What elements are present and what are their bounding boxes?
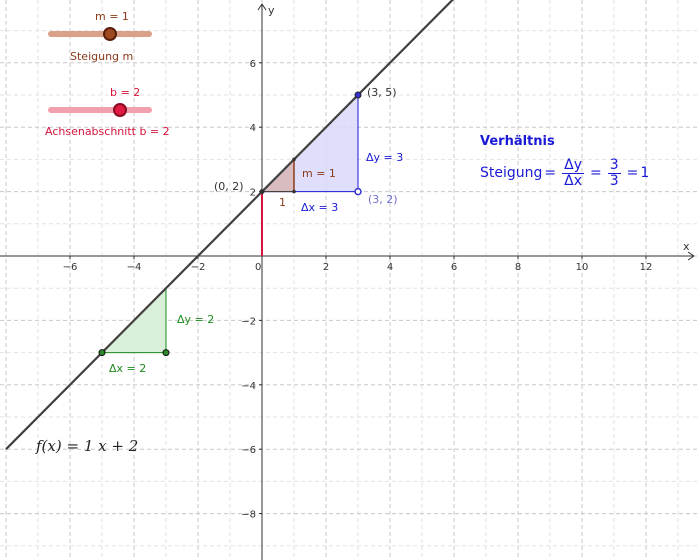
- slider-m-value-label: m = 1: [95, 10, 129, 23]
- label-brown-m: m = 1: [302, 167, 336, 180]
- x-tick-label: −2: [191, 262, 206, 273]
- slider-m-knob[interactable]: [103, 27, 117, 41]
- function-line[interactable]: [5, 0, 460, 450]
- ratio-prefix: Steigung: [480, 165, 543, 182]
- equals-sign: =: [590, 165, 602, 182]
- y-tick-label: 4: [250, 123, 256, 134]
- x-tick-label: −4: [127, 262, 142, 273]
- value-fraction: 3 3: [607, 157, 621, 189]
- x-tick-label: 8: [515, 262, 521, 273]
- label-green-delta-x: Δx = 2: [109, 362, 146, 375]
- label-point-0-2: (0, 2): [214, 180, 244, 193]
- y-tick-label: −6: [241, 445, 256, 456]
- point-3-5[interactable]: [354, 91, 362, 99]
- y-tick-label: −2: [241, 316, 256, 327]
- fraction-den: 3: [609, 172, 619, 189]
- slider-m-caption: Steigung m: [70, 50, 134, 63]
- tick-labels: x y −6 −4 −2 0 2 4 6 8 10 12 6 4 2 −2 −4 −6 −8: [63, 4, 690, 521]
- ratio-title: Verhältnis: [480, 134, 555, 149]
- y-axis-label: y: [268, 4, 275, 17]
- slope-ratio-equation: Steigung = Δy Δx = 3 3 = 1: [480, 158, 649, 188]
- x-tick-label: 0: [255, 262, 261, 273]
- point-3-2[interactable]: [354, 187, 362, 196]
- x-tick-label: 2: [323, 262, 329, 273]
- ratio-result: 1: [640, 165, 650, 182]
- points[interactable]: [98, 91, 362, 357]
- point-intercept[interactable]: [259, 189, 265, 195]
- x-axis-label: x: [683, 240, 690, 253]
- y-tick-label: 2: [250, 188, 256, 199]
- y-axis-arrow: [257, 3, 267, 11]
- slider-b-knob[interactable]: [113, 103, 127, 117]
- graph-labels: (0, 2) (3, 5) (3, 2) Δx = 3 Δy = 3 m = 1 1 Δy =…: [109, 86, 403, 375]
- delta-x-den: Δx: [564, 172, 583, 189]
- x-tick-label: 6: [451, 262, 457, 273]
- point-green-corner[interactable]: [162, 349, 170, 357]
- x-tick-label: −6: [63, 262, 78, 273]
- equals-sign: =: [544, 165, 557, 182]
- label-point-3-5: (3, 5): [367, 86, 397, 99]
- function-formula: f(x) = 1 x + 2: [36, 437, 139, 455]
- label-blue-delta-x: Δx = 3: [301, 201, 338, 214]
- point-green-start[interactable]: [98, 349, 106, 357]
- point-unit-run: [292, 189, 296, 194]
- point-unit-rise: [292, 157, 296, 162]
- slider-b-track[interactable]: [48, 107, 152, 113]
- x-tick-label: 12: [640, 262, 653, 273]
- delta-y-num: Δy: [562, 157, 585, 174]
- label-green-delta-y: Δy = 2: [177, 313, 214, 326]
- equals-sign: =: [626, 165, 639, 182]
- y-tick-label: 6: [250, 59, 256, 70]
- line-f[interactable]: [5, 0, 460, 450]
- slider-b-value-label: b = 2: [110, 86, 141, 99]
- y-tick-label: −8: [241, 510, 256, 521]
- label-point-3-2: (3, 2): [368, 193, 398, 206]
- x-axis-arrow: [687, 251, 695, 261]
- label-blue-delta-y: Δy = 3: [366, 151, 403, 164]
- axes: [0, 3, 695, 560]
- x-tick-label: 4: [387, 262, 393, 273]
- delta-fraction: Δy Δx: [562, 157, 585, 189]
- label-brown-one: 1: [279, 196, 286, 209]
- fraction-num: 3: [607, 157, 621, 174]
- y-tick-label: −4: [241, 381, 256, 392]
- slider-b-caption: Achsenabschnitt b = 2: [45, 125, 170, 138]
- slider-m-track[interactable]: [48, 31, 152, 37]
- x-tick-label: 10: [576, 262, 589, 273]
